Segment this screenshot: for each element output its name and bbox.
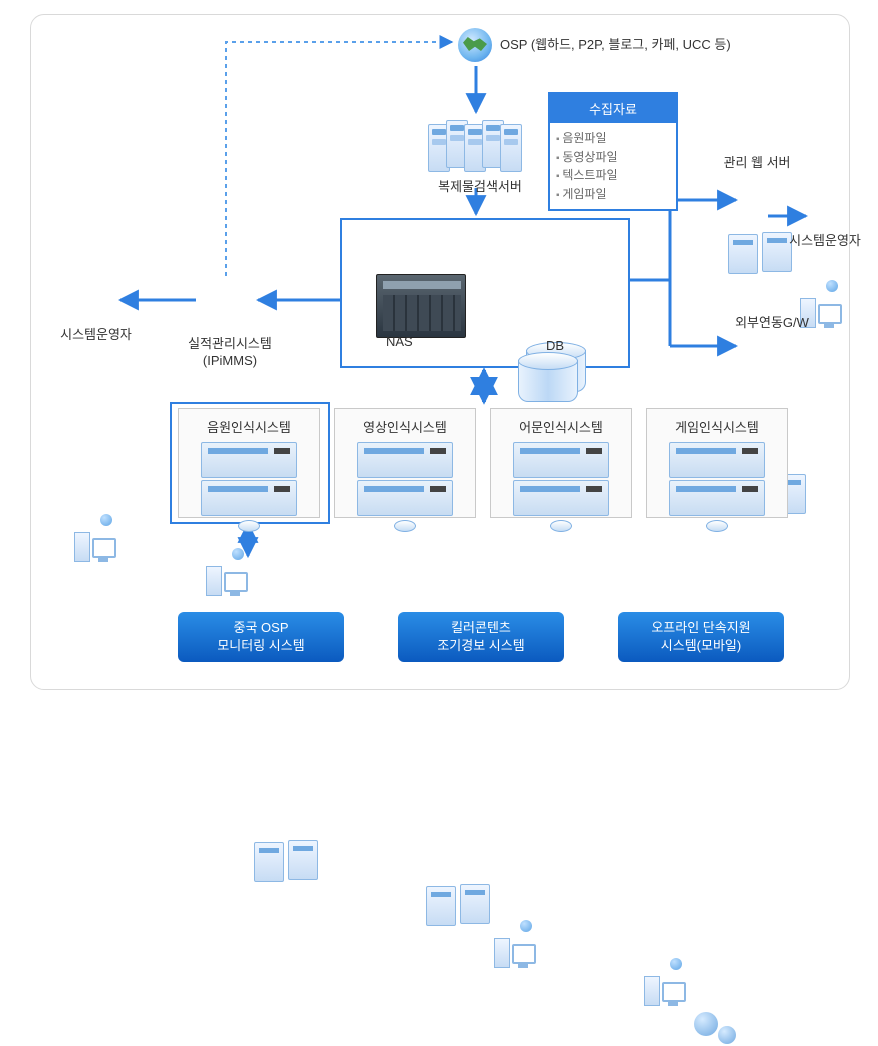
operator-left-label: 시스템운영자 — [54, 324, 138, 343]
bottom-system-pill: 중국 OSP 모니터링 시스템 — [178, 612, 344, 662]
operator-left-icon — [74, 524, 116, 562]
pill-line1: 중국 OSP — [234, 619, 289, 637]
bottom-right-pc-icon — [644, 968, 686, 1006]
pill-line2: 조기경보 시스템 — [437, 637, 524, 655]
recognition-row: 음원인식시스템 영상인식시스템 어문인식시스템 게임인식시스템 — [178, 408, 794, 526]
collection-item: 음원파일 — [556, 129, 670, 148]
pill-line2: 모니터링 시스템 — [217, 637, 304, 655]
search-server-icon — [428, 116, 528, 176]
recognition-title: 음원인식시스템 — [179, 417, 319, 436]
pill-line1: 킬러콘텐츠 — [451, 619, 511, 637]
search-server-label: 복제물검색서버 — [430, 176, 530, 195]
recognition-box: 게임인식시스템 — [646, 408, 788, 518]
storage-box: NAS DB — [340, 218, 630, 368]
gateway-label: 외부연동G/W — [722, 312, 822, 331]
osp-label: OSP (웹하드, P2P, 블로그, 카페, UCC 등) — [500, 34, 731, 53]
pill-line2: 시스템(모바일) — [661, 637, 741, 655]
bottom-left-server-icon — [254, 840, 318, 884]
collection-item: 텍스트파일 — [556, 166, 670, 185]
mgmt-web-label: 관리 웹 서버 — [712, 152, 802, 171]
recognition-title: 게임인식시스템 — [647, 417, 787, 436]
recognition-title: 어문인식시스템 — [491, 417, 631, 436]
bottom-left-pc-icon — [206, 558, 248, 601]
collection-title: 수집자료 — [550, 94, 676, 123]
bottom-mid-pc-icon — [494, 930, 536, 968]
internet-globe-icon — [458, 28, 492, 62]
bottom-system-pill: 오프라인 단속지원 시스템(모바일) — [618, 612, 784, 662]
recognition-box: 어문인식시스템 — [490, 408, 632, 518]
nas-label: NAS — [386, 334, 413, 349]
recognition-box: 영상인식시스템 — [334, 408, 476, 518]
ipimms-label: 실적관리시스템(IPiMMS) — [180, 336, 280, 370]
db-label: DB — [546, 338, 564, 353]
recognition-title: 영상인식시스템 — [335, 417, 475, 436]
recognition-box: 음원인식시스템 — [178, 408, 320, 518]
collection-box: 수집자료 음원파일 동영상파일 텍스트파일 게임파일 — [548, 92, 678, 211]
mgmt-web-icon — [728, 232, 792, 276]
bottom-mid-server-icon — [426, 884, 490, 928]
collection-item: 동영상파일 — [556, 148, 670, 167]
pill-line1: 오프라인 단속지원 — [651, 619, 750, 637]
collection-item: 게임파일 — [556, 185, 670, 204]
nas-icon — [376, 274, 466, 338]
bottom-system-pill: 킬러콘텐츠 조기경보 시스템 — [398, 612, 564, 662]
gears-icon — [694, 1006, 736, 1046]
operator-right-label: 시스템운영자 — [784, 230, 866, 249]
